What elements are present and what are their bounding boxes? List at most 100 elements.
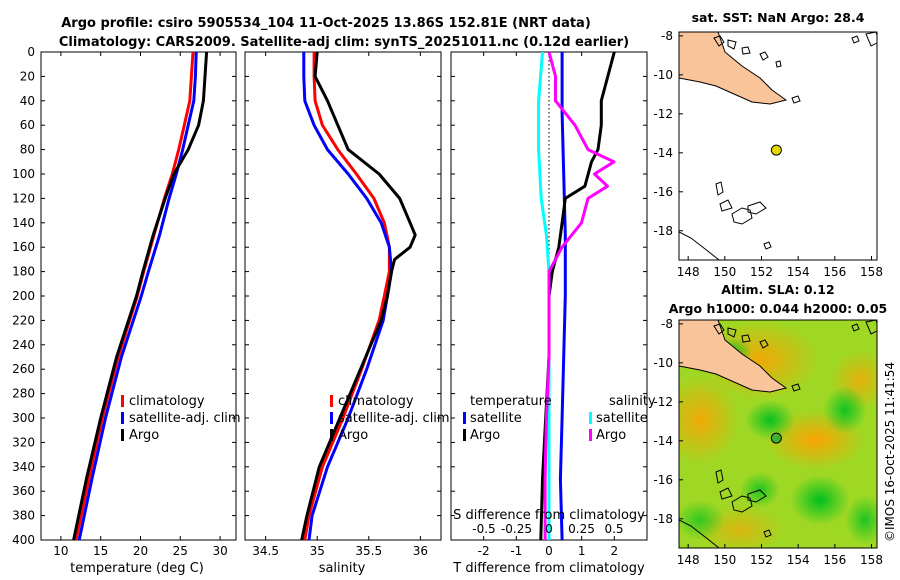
x-tick-label: 25 <box>173 544 188 558</box>
depth-tick-label: 220 <box>12 313 35 327</box>
sla-map-title-1: Altim. SLA: 0.12 <box>721 282 834 297</box>
map-y-tick-label: -14 <box>653 146 673 160</box>
legend-climatology: climatology <box>129 394 205 409</box>
difference-legend: temperature satellite Argo salinity sate… <box>463 394 656 443</box>
salinity-xlabel: salinity <box>319 561 366 576</box>
map-y-tick-label: -10 <box>653 356 673 370</box>
title-line-1: Argo profile: csiro 5905534_104 11-Oct-2… <box>61 16 591 31</box>
legend-swatch-satellite <box>330 412 333 424</box>
depth-tick-label: 340 <box>12 460 35 474</box>
map-y-tick-label: -18 <box>653 224 673 238</box>
depth-axis-labels: 0 20 40 60 80 100 120 140 160 180 200 220 240 260 280 3… <box>12 45 647 547</box>
series-climatology <box>303 52 391 540</box>
map-x-tick-label: 148 <box>677 553 700 567</box>
map-x-tick-label: 156 <box>823 265 846 279</box>
s-diff-tick-label: -0.25 <box>501 522 532 536</box>
x-tick-label: 10 <box>53 544 68 558</box>
salinity-axes-box <box>244 51 442 541</box>
legend-t-argo: Argo <box>470 428 500 443</box>
s-diff-tick-label: 0 <box>545 522 553 536</box>
x-tick-label: 2 <box>611 544 619 558</box>
t-diff-xlabel: T difference from climatology <box>452 561 645 576</box>
depth-tick-label: 0 <box>27 45 35 59</box>
sst-land-png <box>679 32 788 105</box>
depth-tick-label: 140 <box>12 216 35 230</box>
imos-timestamp: ©IMOS 16-Oct-2025 11:41:54 <box>883 362 897 542</box>
map-y-tick-label: -12 <box>653 107 673 121</box>
x-tick-label: 1 <box>578 544 586 558</box>
x-tick-label: 36 <box>413 544 428 558</box>
x-tick-label: -2 <box>478 544 490 558</box>
depth-tick-label: 200 <box>12 289 35 303</box>
legend-swatch-argo <box>121 429 124 441</box>
s-diff-tick-label: -0.5 <box>472 522 495 536</box>
x-tick-label: 34.5 <box>252 544 279 558</box>
legend-argo: Argo <box>129 428 159 443</box>
depth-tick-label: 400 <box>12 533 35 547</box>
sla-land-png <box>679 320 788 393</box>
sla-field <box>679 320 877 548</box>
series-satellite-adj--clim <box>77 52 198 540</box>
legend-salinity: salinity <box>609 394 656 409</box>
legend-satellite: satellite-adj. clim <box>338 411 450 426</box>
sst-map: sat. SST: NaN Argo: 28.4 148 150 152 154 156… <box>653 10 883 279</box>
depth-tick-label: 40 <box>20 94 35 108</box>
sla-map-frame <box>678 319 878 549</box>
series-satellite-adj--clim <box>302 52 393 540</box>
x-tick-label: 20 <box>133 544 148 558</box>
depth-tick-label: 80 <box>20 143 35 157</box>
x-tick-label: 35.5 <box>355 544 382 558</box>
map-y-tick-label: -12 <box>653 395 673 409</box>
x-tick-label: 30 <box>212 544 227 558</box>
legend-swatch-t-satellite <box>463 412 466 424</box>
series-argo <box>72 52 209 540</box>
depth-tick-label: 360 <box>12 484 35 498</box>
sla-islands-south <box>679 469 772 548</box>
depth-tick-label: 160 <box>12 240 35 254</box>
depth-tick-label: 60 <box>20 118 35 132</box>
map-x-tick-label: 158 <box>860 265 883 279</box>
sla-map-title-2: Argo h1000: 0.044 h2000: 0.05 <box>669 301 888 316</box>
x-tick-label: 0 <box>545 544 553 558</box>
difference-panel: -2 -1 0 1 2 T difference from climatology S … <box>450 51 656 576</box>
s-diff-xlabel: S difference from climatology <box>453 508 645 523</box>
legend-swatch-s-argo <box>589 429 592 441</box>
temperature-axes-box <box>40 51 237 541</box>
series-argo <box>300 52 417 540</box>
legend-swatch-climatology <box>121 395 124 407</box>
depth-tick-label: 120 <box>12 191 35 205</box>
temperature-legend: climatology satellite-adj. clim Argo <box>121 394 241 443</box>
salinity-panel: 34.5 35 35.5 36 salinity climatology satell… <box>244 51 450 576</box>
map-x-tick-label: 152 <box>750 265 773 279</box>
map-x-tick-label: 154 <box>787 553 810 567</box>
x-tick-label: -1 <box>510 544 522 558</box>
temperature-panel: 10 15 20 25 30 temperature (deg C) climatolo… <box>40 51 241 576</box>
x-tick-label: 15 <box>93 544 108 558</box>
depth-tick-label: 300 <box>12 411 35 425</box>
legend-t-satellite: satellite <box>470 411 522 426</box>
series-t-satellite <box>558 52 567 540</box>
sst-islands-south <box>679 181 772 260</box>
argo-float-marker-sla <box>770 432 782 444</box>
s-diff-tick-label: 0.5 <box>604 522 623 536</box>
legend-argo: Argo <box>338 428 368 443</box>
depth-tick-label: 240 <box>12 338 35 352</box>
legend-swatch-s-satellite <box>589 412 592 424</box>
map-y-tick-label: -16 <box>653 473 673 487</box>
map-x-tick-label: 148 <box>677 265 700 279</box>
depth-tick-label: 380 <box>12 509 35 523</box>
argo-float-marker <box>770 144 782 156</box>
depth-tick-label: 320 <box>12 435 35 449</box>
depth-tick-label: 100 <box>12 167 35 181</box>
title-line-2: Climatology: CARS2009. Satellite-adj cli… <box>59 35 629 50</box>
legend-temperature: temperature <box>470 394 552 409</box>
legend-swatch-t-argo <box>463 429 466 441</box>
map-x-tick-label: 152 <box>750 553 773 567</box>
legend-swatch-satellite <box>121 412 124 424</box>
series-s-argo <box>543 52 616 540</box>
legend-climatology: climatology <box>338 394 414 409</box>
map-y-tick-label: -8 <box>661 29 673 43</box>
depth-tick-label: 280 <box>12 387 35 401</box>
map-y-tick-label: -14 <box>653 434 673 448</box>
